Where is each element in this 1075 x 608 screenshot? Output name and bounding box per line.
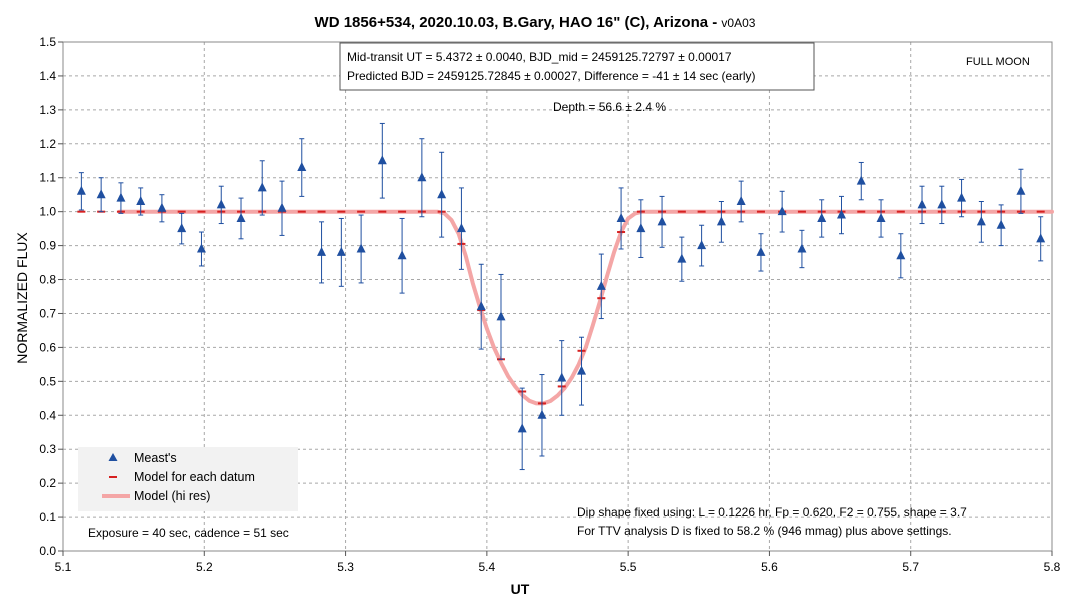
measurement-point [817,212,827,222]
measurement-point [437,189,447,199]
transit-info-box [339,42,815,91]
legend-label-model-hires: Model (hi res) [134,489,210,503]
transit-info-line2: Predicted BJD = 2459125.72845 ± 0.00027,… [347,69,756,83]
y-tick-label: 1.0 [39,205,56,219]
ticks-layer: 0.0 0.1 0.2 0.3 0.4 0.5 0.6 0.7 0.8 0.9 1.0 1.1 1.2 1… [39,35,1060,574]
x-tick-label: 5.2 [196,560,213,574]
measurement-point [856,175,866,185]
measurement-point [417,172,427,182]
measurement-point [957,192,967,202]
y-tick-label: 0.5 [39,374,56,388]
legend-item-model-hires: Model (hi res) [102,489,210,503]
series-layer [76,122,1054,471]
measurement-point [356,243,366,253]
measurement-point [657,216,667,226]
y-tick-label: 0.6 [39,340,56,354]
exposure-annotation: Exposure = 40 sec, cadence = 51 sec [88,526,289,540]
measurement-point [537,409,547,419]
y-tick-label: 1.2 [39,137,56,151]
legend-item-model-datum: Model for each datum [109,470,255,484]
chart-title-main: WD 1856+534, 2020.10.03, B.Gary, HAO 16"… [315,14,722,31]
measurement-point [596,280,606,290]
measurement-point [397,250,407,260]
measurement-point [876,212,886,222]
measurement-point [577,365,587,375]
measurement-point [616,212,626,222]
x-tick-label: 5.4 [479,560,496,574]
measurement-point [136,195,146,205]
legend-item-measurements: Meast's [108,451,177,465]
measurement-point [917,199,927,209]
legend-label-measurements: Meast's [134,451,177,465]
measurement-point [1016,185,1026,195]
measurement-point [697,240,707,250]
measurement-point [1036,233,1046,243]
x-tick-label: 5.6 [761,560,778,574]
measurement-point [496,311,506,321]
plot-border [62,41,1053,552]
measurement-point [756,246,766,256]
ttv-annotation: For TTV analysis D is fixed to 58.2 % (9… [577,524,952,538]
x-tick-label: 5.5 [620,560,637,574]
y-tick-label: 1.1 [39,171,56,185]
y-tick-label: 0.8 [39,273,56,287]
measurement-point [996,219,1006,229]
y-tick-label: 0.2 [39,476,56,490]
measurement-point [456,223,466,233]
x-tick-label: 5.8 [1044,560,1061,574]
measurement-point [317,246,327,256]
y-tick-label: 1.5 [39,35,56,49]
measurement-point [736,195,746,205]
measurement-point [937,199,947,209]
measurement-point [277,202,287,212]
legend-label-model-datum: Model for each datum [134,470,255,484]
measurement-point [716,216,726,226]
measurement-point [76,185,86,195]
y-axis-label: NORMALIZED FLUX [14,232,30,364]
measurement-point [377,155,387,165]
dip-shape-annotation: Dip shape fixed using: L = 0.1226 hr, Fp… [577,505,967,519]
measurement-point [976,216,986,226]
full-moon-annotation: FULL MOON [966,56,1030,68]
measurement-point [216,199,226,209]
measurement-point [336,246,346,256]
measurement-point [677,253,687,263]
measurement-point [257,182,267,192]
measurement-point [836,209,846,219]
measurement-point [476,301,486,311]
x-axis-label: UT [511,581,530,597]
measurement-point [777,206,787,216]
measurement-point [557,372,567,382]
chart-title-version: v0A03 [721,16,755,30]
depth-annotation: Depth = 56.6 ± 2.4 % [553,100,666,114]
x-tick-label: 5.1 [55,560,72,574]
measurement-point [96,189,106,199]
transit-info-line1: Mid-transit UT = 5.4372 ± 0.0040, BJD_mi… [347,50,732,64]
measurement-point [636,223,646,233]
chart-title: WD 1856+534, 2020.10.03, B.Gary, HAO 16"… [315,14,756,31]
y-tick-label: 1.4 [39,69,56,83]
measurement-point [116,192,126,202]
measurement-point [297,162,307,172]
measurement-point [896,250,906,260]
x-tick-label: 5.7 [902,560,919,574]
y-tick-label: 0.3 [39,442,56,456]
y-tick-label: 1.3 [39,103,56,117]
y-tick-label: 0.0 [39,544,56,558]
legend-triangle-icon [108,453,118,461]
y-tick-label: 0.7 [39,306,56,320]
measurement-point [177,223,187,233]
measurement-point [196,243,206,253]
measurement-point [236,212,246,222]
measurement-point [157,202,167,212]
y-tick-label: 0.9 [39,239,56,253]
x-tick-label: 5.3 [337,560,354,574]
measurement-point [797,243,807,253]
y-tick-label: 0.4 [39,408,56,422]
y-tick-label: 0.1 [39,510,56,524]
measurement-point [517,423,527,433]
